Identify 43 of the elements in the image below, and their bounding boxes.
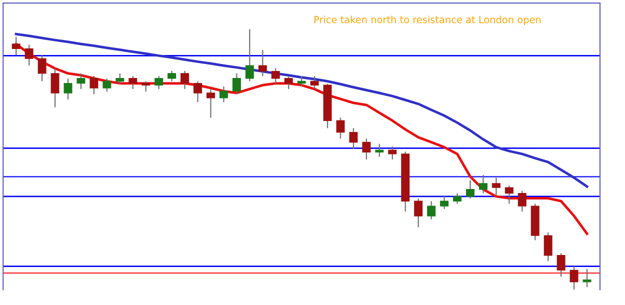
candlestick [466,180,474,200]
candlestick [284,75,293,90]
candlestick [582,268,592,288]
candlestick [544,232,552,262]
candlestick [349,128,358,150]
candlestick [76,72,86,90]
candlestick [142,80,150,92]
text: Price taken north to resistance at London open [314,16,541,26]
candlestick [258,49,267,77]
candlestick [453,192,462,204]
candlestick [102,78,112,92]
candlestick [206,88,215,118]
candlestick [478,174,488,194]
candlestick [388,146,397,160]
candlestick [504,184,514,204]
candlestick [336,117,345,140]
candlestick [245,28,254,82]
candlestick [154,75,164,90]
candlestick [168,70,176,82]
candlestick [556,252,566,278]
candlestick [90,75,98,95]
candlestick [570,266,578,290]
candlestick [414,198,423,228]
candlestick [24,44,34,66]
candlestick [38,54,46,82]
candlestick [194,80,202,103]
candlestick [297,75,306,88]
candlestick [219,86,228,103]
candlestick [116,72,124,84]
candlestick [64,78,72,100]
candlestick [12,36,20,56]
candlestick [375,143,384,158]
candlestick [50,68,60,108]
candlestick [232,72,241,95]
candlestick [362,138,371,160]
candlestick [310,75,319,90]
candlestick [271,68,280,84]
candlestick [427,200,436,220]
candlestick [440,195,449,210]
candlestick [492,177,500,196]
candlestick [180,70,190,90]
candlestick [518,190,526,212]
candlestick [128,75,138,90]
